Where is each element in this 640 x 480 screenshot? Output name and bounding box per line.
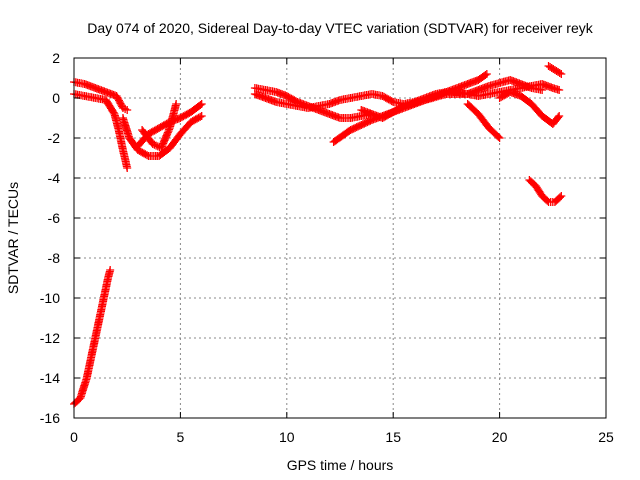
series-track-l	[495, 88, 564, 128]
series-track-k	[463, 100, 504, 142]
sample-markers	[166, 101, 180, 131]
x-tick-label: 5	[177, 429, 185, 445]
data-point	[123, 106, 132, 114]
sample-markers	[464, 101, 482, 117]
series-track-f	[138, 100, 181, 152]
y-tick-label: -8	[48, 250, 61, 266]
x-tick-label: 0	[70, 429, 78, 445]
sample-markers	[76, 375, 91, 401]
data-point	[123, 164, 132, 172]
sample-markers	[348, 116, 375, 134]
axis-ticks	[73, 57, 607, 419]
chart-title: Day 074 of 2020, Sidereal Day-to-day VTE…	[87, 20, 593, 36]
y-tick-label: -12	[40, 330, 60, 346]
sample-markers	[465, 82, 492, 98]
sample-markers	[486, 76, 513, 90]
plot-frame	[73, 57, 607, 419]
sample-markers	[284, 92, 300, 106]
grid-lines	[74, 58, 606, 418]
sample-markers	[546, 63, 558, 73]
sample-markers	[150, 140, 164, 152]
x-axis-label: GPS time / hours	[287, 457, 394, 473]
sample-markers	[89, 315, 104, 351]
data-point	[538, 86, 547, 94]
sample-markers	[177, 108, 194, 122]
sample-markers	[135, 146, 151, 160]
sample-markers	[119, 115, 133, 141]
data-point	[557, 192, 566, 200]
sample-markers	[526, 177, 539, 189]
sample-markers	[156, 145, 173, 159]
sample-markers	[422, 90, 449, 104]
series-track-n	[544, 62, 566, 78]
y-tick-label: -6	[48, 210, 61, 226]
data-point	[495, 134, 504, 142]
sample-markers	[475, 71, 490, 83]
sample-markers	[119, 147, 131, 171]
sample-markers	[358, 106, 385, 122]
sample-markers	[139, 127, 156, 147]
data-point	[197, 112, 206, 120]
data-point	[557, 70, 566, 78]
sample-markers	[486, 125, 503, 141]
sample-markers	[532, 183, 546, 199]
sample-markers	[380, 102, 407, 122]
data-point	[197, 100, 206, 108]
y-tick-label: -10	[40, 290, 60, 306]
y-tick-label: -14	[40, 370, 60, 386]
sample-markers	[380, 92, 396, 106]
data-series	[70, 62, 566, 408]
data-point	[106, 266, 115, 274]
sample-markers	[113, 93, 127, 111]
sample-markers	[166, 131, 184, 151]
x-tick-label: 25	[598, 429, 614, 445]
y-tick-label: -2	[48, 130, 61, 146]
sample-markers	[102, 97, 118, 117]
y-axis-label: SDTVAR / TECUs	[5, 182, 21, 294]
series-track-a	[70, 266, 115, 408]
sample-markers	[188, 112, 205, 126]
y-tick-label: 0	[52, 90, 60, 106]
sample-markers	[539, 193, 552, 205]
x-tick-label: 20	[492, 429, 508, 445]
sample-markers	[71, 395, 84, 407]
sample-markers	[475, 111, 492, 131]
series-track-b	[70, 78, 132, 114]
sample-markers	[157, 125, 174, 151]
data-point	[172, 100, 181, 108]
sample-markers	[83, 345, 97, 381]
sample-markers	[330, 126, 354, 146]
series-track-m	[525, 176, 566, 206]
data-point	[148, 140, 157, 148]
series-track-d	[118, 112, 206, 160]
series-track-j	[357, 76, 547, 122]
sample-markers	[177, 119, 194, 137]
sample-markers	[115, 127, 127, 153]
y-tick-label: -16	[40, 410, 60, 426]
sample-markers	[401, 96, 428, 110]
sample-markers	[528, 101, 546, 119]
sample-markers	[518, 93, 535, 107]
sample-markers	[552, 193, 564, 205]
sample-markers	[507, 76, 534, 92]
sample-markers	[550, 84, 562, 94]
sample-markers	[188, 101, 205, 115]
data-point	[555, 86, 564, 94]
sample-markers	[546, 198, 557, 206]
sample-markers	[549, 113, 563, 127]
sample-markers	[146, 124, 162, 138]
x-tick-label: 10	[279, 429, 295, 445]
sample-markers	[100, 275, 112, 301]
data-point	[482, 70, 491, 78]
x-tick-label: 15	[385, 429, 401, 445]
sample-markers	[454, 76, 481, 92]
sample-markers	[95, 295, 108, 321]
y-tick-label: -4	[48, 170, 61, 186]
y-tick-label: 2	[52, 50, 60, 66]
data-point	[555, 112, 564, 120]
sample-markers	[552, 67, 564, 77]
